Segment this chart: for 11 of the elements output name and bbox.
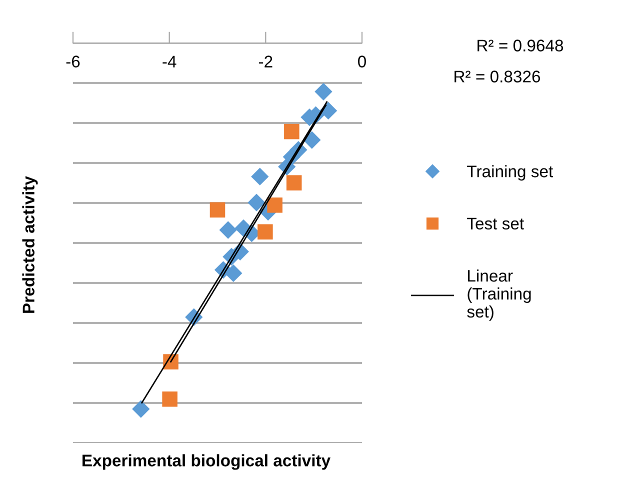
- legend-label: Training set: [467, 165, 554, 181]
- y-axis-title: Predicted activity: [22, 176, 38, 313]
- x-tick-label: -4: [162, 56, 176, 68]
- x-tick-label: -6: [66, 56, 80, 68]
- legend-label: Linear (Training set): [467, 269, 531, 321]
- text: R² = 0.8326: [454, 70, 540, 82]
- x-tick-label: 0: [358, 56, 366, 68]
- x-tick-label: -2: [258, 56, 272, 68]
- x-axis-title: Experimental biological activity: [82, 454, 330, 470]
- legend-label: Test set: [467, 218, 524, 230]
- text: R² = 0.9648: [478, 40, 564, 52]
